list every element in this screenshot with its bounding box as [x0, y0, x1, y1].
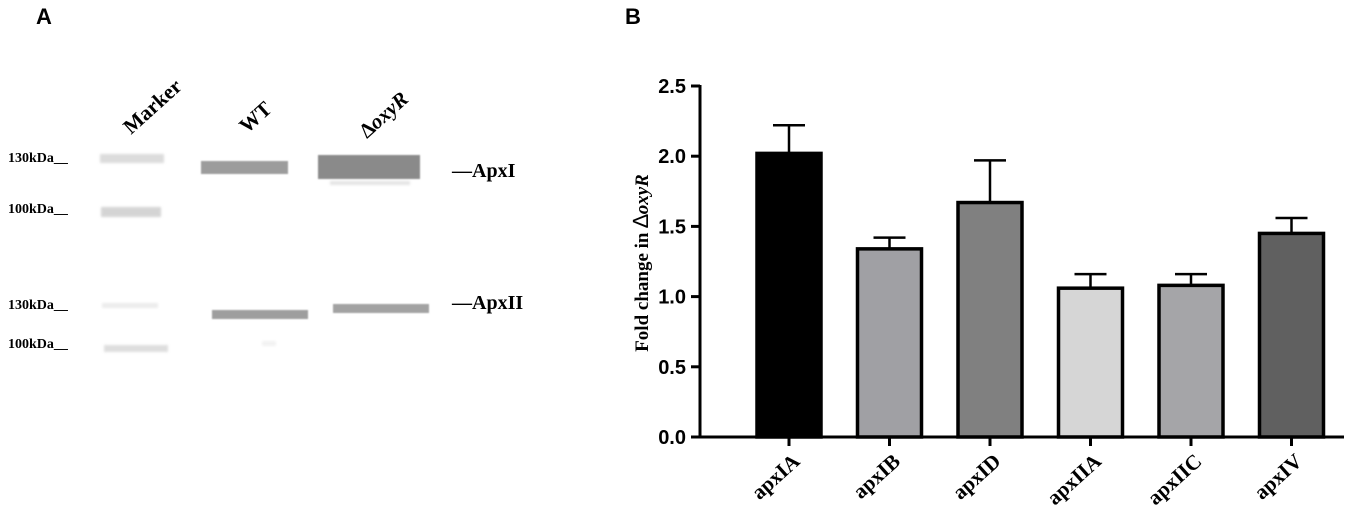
- y-tick-label: 0.0: [658, 427, 686, 449]
- bar-apxIIA: [1056, 286, 1125, 439]
- size-label-130-bottom: 130kDa__: [8, 298, 69, 313]
- oxyr-apxi-band: [318, 155, 420, 179]
- panel-a-letter: A: [36, 4, 52, 29]
- lane-label-oxyr: ∆oxyR: [354, 87, 413, 143]
- x-tick-label-apxIB: apxIB: [848, 449, 905, 504]
- bar-apxID: [956, 200, 1024, 439]
- size-label-100-bottom: 100kDa__: [8, 337, 69, 352]
- marker-band-130-bottom: [102, 303, 158, 308]
- band-label-apxii: —ApxII: [451, 292, 523, 314]
- x-tick-label-apxID: apxID: [948, 449, 1006, 504]
- y-tick-label: 1.0: [658, 287, 686, 309]
- y-tick-label: 1.5: [658, 216, 686, 238]
- x-tick-label-apxIV: apxIV: [1249, 449, 1307, 504]
- lane-label-wt: WT: [234, 96, 276, 137]
- gel-image: Marker WT ∆oxyR 130kDa__ 100kDa__ 130kDa…: [8, 74, 523, 352]
- size-label-130-top: 130kDa__: [8, 151, 69, 166]
- x-tick-label-apxIIA: apxIIA: [1042, 448, 1106, 509]
- size-label-100-top: 100kDa__: [8, 202, 69, 217]
- oxyr-apxi-smear: [330, 181, 410, 185]
- lane-label-marker: Marker: [118, 74, 186, 139]
- y-tick-label: 0.5: [658, 357, 686, 379]
- bar-apxIA: [755, 151, 823, 439]
- oxyr-apxii-band: [333, 304, 429, 313]
- marker-band-100-top: [101, 207, 161, 217]
- bar-apxIB: [855, 247, 924, 439]
- marker-band-130-top: [100, 154, 164, 163]
- x-tick-label-apxIA: apxIA: [747, 448, 805, 504]
- bar-apxIIC: [1157, 283, 1225, 439]
- bar-apxIV: [1257, 231, 1326, 439]
- panel-b-letter: B: [625, 4, 641, 29]
- band-label-apxi: —ApxI: [451, 160, 516, 182]
- faint-speck: [262, 341, 276, 346]
- wt-apxii-band: [212, 310, 308, 319]
- x-tick-label-apxIIC: apxIIC: [1143, 449, 1207, 510]
- y-axis-label: Fold change in ∆oxyR: [628, 174, 653, 352]
- wt-apxi-band: [201, 161, 288, 174]
- y-tick-label: 2.0: [658, 146, 686, 168]
- y-tick-label: 2.5: [658, 76, 686, 98]
- marker-band-100-bottom: [104, 345, 168, 352]
- fold-change-chart: Fold change in ∆oxyR 0.0 0.5 1.0 1.5 2.0 2.5 a…: [628, 76, 1344, 510]
